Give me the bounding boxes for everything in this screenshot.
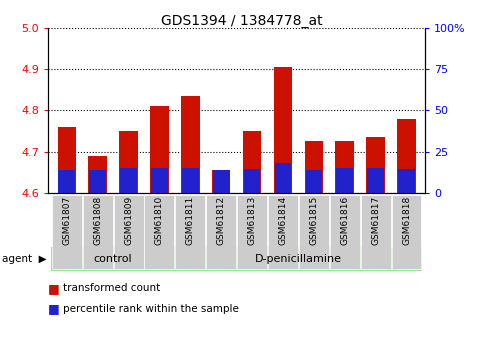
Bar [151,168,168,193]
Bar [212,170,230,193]
Bar [306,170,322,193]
Bar [397,119,416,193]
Bar [88,156,107,193]
Bar [336,141,354,193]
Text: GSM61818: GSM61818 [402,196,411,245]
Text: percentile rank within the sample: percentile rank within the sample [63,304,239,314]
Text: transformed count: transformed count [63,283,160,293]
Text: GSM61815: GSM61815 [310,196,318,245]
Text: D-penicillamine: D-penicillamine [255,254,342,264]
Bar [305,141,323,193]
Text: agent  ▶: agent ▶ [2,254,47,264]
Bar [244,169,260,193]
Text: GSM61816: GSM61816 [340,196,349,245]
Text: GSM61814: GSM61814 [279,196,287,245]
Text: GSM61817: GSM61817 [371,196,380,245]
Bar [274,67,292,193]
Bar [57,127,76,193]
Text: GDS1394 / 1384778_at: GDS1394 / 1384778_at [161,14,322,28]
Bar [120,168,137,193]
Text: ■: ■ [48,302,60,315]
Bar [58,170,75,193]
Text: control: control [94,254,132,264]
Bar [367,168,384,193]
Text: GSM61811: GSM61811 [186,196,195,245]
Bar [119,131,138,193]
Text: GSM61808: GSM61808 [93,196,102,245]
Bar [182,168,199,193]
Bar [337,168,353,193]
Bar [275,164,291,193]
Text: GSM61810: GSM61810 [155,196,164,245]
Bar [213,170,229,193]
Bar [150,106,169,193]
Bar [398,169,415,193]
Text: GSM61813: GSM61813 [248,196,256,245]
Bar [181,96,199,193]
Text: ■: ■ [48,282,60,295]
Bar [89,170,106,193]
Text: GSM61807: GSM61807 [62,196,71,245]
Text: GSM61809: GSM61809 [124,196,133,245]
Bar [367,137,385,193]
Text: GSM61812: GSM61812 [217,196,226,245]
Bar [243,131,261,193]
